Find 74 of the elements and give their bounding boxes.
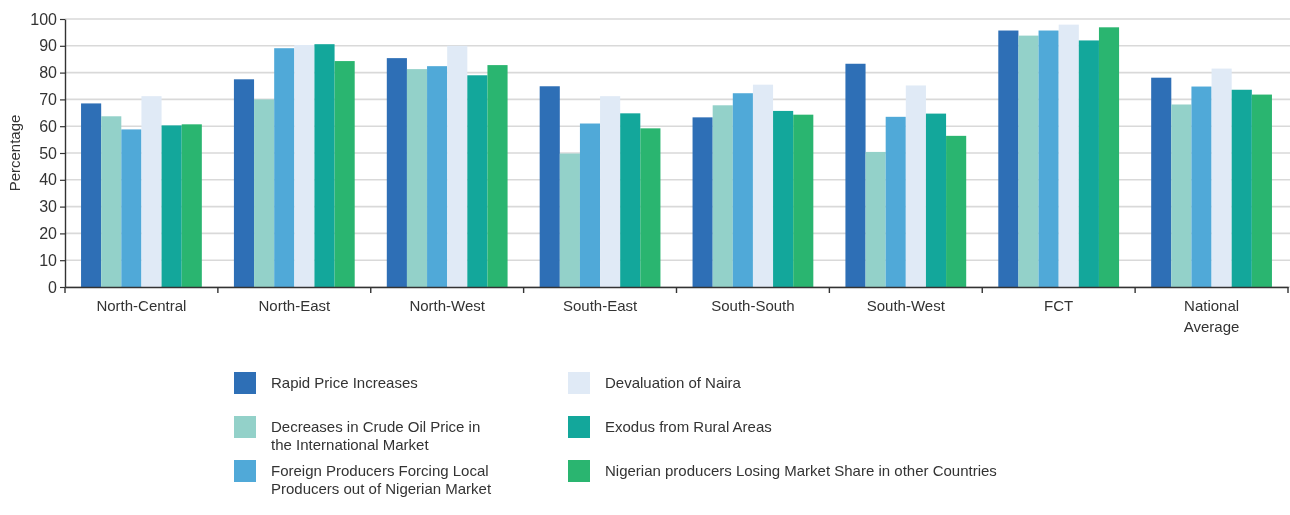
bar <box>885 116 906 287</box>
y-axis-title: Percentage <box>6 114 23 192</box>
bar <box>161 125 182 287</box>
bar <box>254 99 275 287</box>
y-tick-label: 50 <box>39 144 58 162</box>
bar <box>427 66 448 287</box>
bar <box>141 96 162 287</box>
y-tick-label: 80 <box>39 64 58 82</box>
bar <box>865 151 886 287</box>
bar <box>101 116 122 287</box>
x-tick-label: National Average <box>1183 296 1240 336</box>
y-tick-label: 30 <box>39 198 58 216</box>
bar <box>1151 77 1172 287</box>
bar <box>1078 40 1099 287</box>
x-tick-label: North-Central <box>96 296 187 314</box>
bar <box>640 128 661 287</box>
bar <box>334 61 355 287</box>
y-tick-label: 0 <box>48 278 58 296</box>
bar <box>294 45 315 287</box>
bar <box>1098 27 1120 287</box>
bar <box>467 75 488 287</box>
bar <box>539 86 560 287</box>
bar <box>752 84 774 287</box>
y-tick-label: 90 <box>39 37 58 55</box>
bar <box>773 110 794 287</box>
bar <box>732 93 753 287</box>
bar <box>487 65 508 287</box>
x-tick-label: South-West <box>866 296 946 314</box>
x-tick-label: FCT <box>1044 296 1074 314</box>
bar <box>905 85 926 287</box>
bar <box>406 69 428 287</box>
bar <box>600 96 621 287</box>
bar <box>447 45 468 287</box>
y-tick-label: 70 <box>39 91 58 109</box>
y-tick-label: 100 <box>30 10 58 28</box>
bar <box>925 113 947 287</box>
y-tick-label: 40 <box>39 171 58 189</box>
bar <box>1251 94 1272 287</box>
bar <box>181 124 202 287</box>
x-tick-label: North-East <box>258 296 331 314</box>
y-tick-label: 10 <box>39 251 58 269</box>
x-tick-label: North-West <box>409 296 486 314</box>
bar <box>946 135 967 287</box>
bar <box>274 48 295 287</box>
bar <box>314 44 335 287</box>
bar <box>793 114 814 287</box>
bar <box>712 105 733 287</box>
bar <box>1038 30 1059 287</box>
legend-label: Foreign Producers Forcing Local Producers out of Nigerian Market <box>271 462 492 497</box>
bar <box>998 30 1019 287</box>
legend-label: Rapid Price Increases <box>271 374 418 391</box>
bar <box>692 117 713 287</box>
x-tick-label: South-East <box>562 296 638 314</box>
legend-label: Exodus from Rural Areas <box>605 418 772 435</box>
y-tick-label: 60 <box>39 117 58 135</box>
bar <box>81 103 102 287</box>
bar <box>559 153 580 287</box>
bar <box>845 63 866 287</box>
legend-label: Devaluation of Naira <box>605 374 742 391</box>
bar <box>233 79 255 287</box>
bar <box>121 129 142 287</box>
x-tick-label: South-South <box>711 296 795 314</box>
bar <box>386 58 407 287</box>
y-tick-label: 20 <box>39 225 58 243</box>
legend-label: Nigerian producers Losing Market Share in other Countries <box>605 462 997 479</box>
legend-label: Decreases in Crude Oil Price in the International Market <box>271 418 481 453</box>
bar <box>1018 35 1039 287</box>
bar <box>1171 104 1192 287</box>
bar <box>620 113 641 287</box>
bar <box>1231 89 1252 287</box>
bar <box>1058 24 1079 287</box>
bar <box>1191 86 1212 287</box>
bar <box>1211 68 1232 287</box>
bar <box>579 123 601 287</box>
